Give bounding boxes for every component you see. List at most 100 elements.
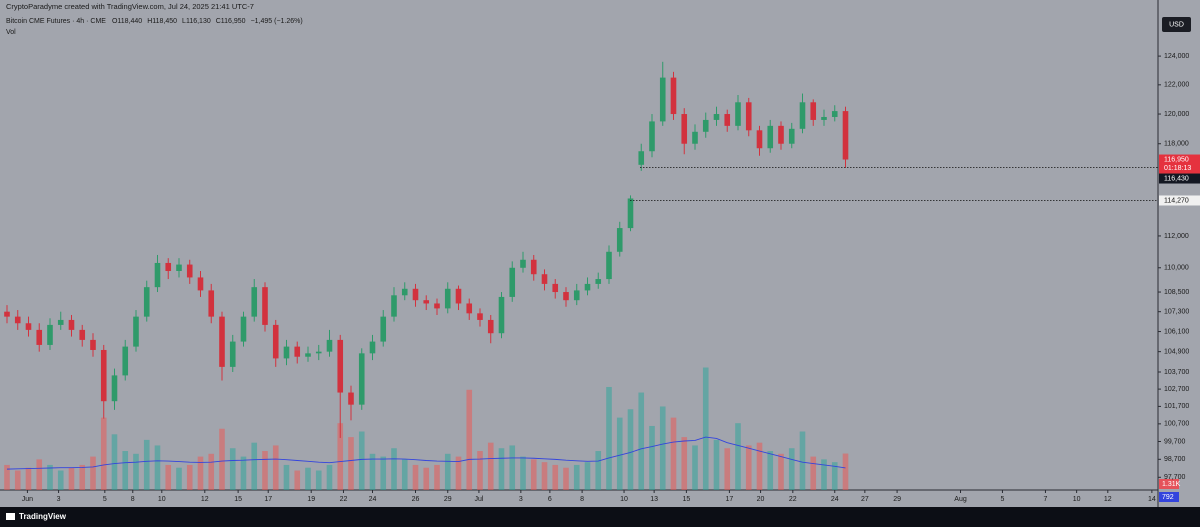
candle-body bbox=[25, 323, 32, 330]
volume-bar bbox=[219, 428, 225, 490]
volume-layer bbox=[4, 367, 849, 490]
candle-body bbox=[272, 324, 279, 359]
candle-body bbox=[412, 288, 419, 301]
candle-body bbox=[401, 288, 408, 296]
volume-bar bbox=[272, 445, 279, 490]
candle-body bbox=[821, 116, 827, 120]
x-tick-label: 22 bbox=[789, 496, 797, 503]
last-price-tag bbox=[1159, 154, 1200, 174]
footer-bar bbox=[0, 507, 1200, 527]
y-tick-label: 104,900 bbox=[1164, 349, 1189, 356]
candle-body bbox=[283, 346, 290, 359]
volume-bar bbox=[176, 467, 182, 490]
volume-bar bbox=[240, 456, 247, 490]
volume-bar bbox=[197, 456, 204, 490]
candle-body bbox=[767, 125, 774, 149]
candle-body bbox=[724, 114, 731, 126]
candle-body bbox=[262, 287, 268, 325]
volume-bar bbox=[756, 442, 763, 490]
volume-bar bbox=[133, 453, 139, 490]
price-tag-label: 116,430 bbox=[1164, 175, 1189, 182]
y-tick-label: 120,000 bbox=[1164, 111, 1189, 118]
candle-body bbox=[208, 290, 215, 317]
candle-body bbox=[122, 346, 129, 376]
candle-body bbox=[627, 198, 634, 229]
volume-bar bbox=[122, 451, 129, 490]
volume-bar bbox=[541, 462, 548, 490]
volume-bar bbox=[595, 451, 602, 490]
candle-body bbox=[240, 316, 247, 342]
candle-body bbox=[670, 77, 677, 115]
candle-body bbox=[434, 303, 440, 309]
volume-bar bbox=[434, 464, 440, 490]
currency-button[interactable] bbox=[1162, 17, 1191, 32]
volume-bar bbox=[767, 451, 774, 490]
volume-bar bbox=[100, 417, 107, 490]
y-tick-label: 101,700 bbox=[1164, 403, 1189, 410]
candle-body bbox=[788, 128, 795, 144]
volume-bar bbox=[25, 467, 32, 490]
volume-bar bbox=[649, 425, 655, 490]
x-tick-label: 27 bbox=[861, 496, 869, 503]
candle-body bbox=[36, 329, 43, 345]
candle-body bbox=[563, 292, 569, 301]
candle-body bbox=[595, 279, 602, 284]
volume-bar bbox=[186, 464, 193, 490]
volume-bar bbox=[778, 453, 784, 490]
currency[interactable]: USD bbox=[1169, 21, 1184, 28]
volume-bar bbox=[315, 470, 322, 490]
volume-bar bbox=[692, 445, 698, 490]
candle-body bbox=[831, 111, 838, 117]
x-tick-label: 6 bbox=[548, 496, 552, 503]
y-tick-label: 107,300 bbox=[1164, 309, 1189, 316]
candle-body bbox=[487, 319, 494, 334]
candle-body bbox=[692, 131, 698, 144]
last-price-label: 116,950 bbox=[1164, 156, 1189, 163]
volume-bar bbox=[498, 448, 505, 490]
candle-body bbox=[584, 283, 591, 291]
candle-body bbox=[391, 295, 397, 317]
volume-tag bbox=[1159, 479, 1179, 489]
volume-bar bbox=[831, 462, 838, 490]
x-tick-label: 10 bbox=[158, 496, 166, 503]
volume-tag-label: 792 bbox=[1162, 494, 1174, 501]
volume-bar bbox=[724, 448, 731, 490]
volume-bar bbox=[90, 456, 96, 490]
volume-bar bbox=[735, 423, 741, 490]
volume-bar bbox=[165, 464, 172, 490]
y-tick-label: 99,700 bbox=[1164, 438, 1186, 445]
x-tick-label: 3 bbox=[519, 496, 523, 503]
x-tick-label: 5 bbox=[103, 496, 107, 503]
y-tick-label: 100,700 bbox=[1164, 421, 1189, 428]
y-tick-label: 110,000 bbox=[1164, 265, 1189, 272]
candle-body bbox=[380, 316, 387, 342]
candle-body bbox=[326, 339, 333, 352]
candle-body bbox=[14, 316, 21, 324]
countdown: 01:18:13 bbox=[1164, 165, 1191, 172]
candle-body bbox=[616, 228, 623, 252]
y-tick-label: 102,700 bbox=[1164, 386, 1189, 393]
credit: CryptoParadyme created with TradingView.… bbox=[6, 2, 254, 11]
candle-body bbox=[68, 319, 75, 330]
y-tick-label: 118,000 bbox=[1164, 141, 1189, 148]
candle-body bbox=[638, 151, 645, 165]
volume-bar bbox=[584, 462, 591, 490]
candle-body bbox=[541, 274, 548, 284]
volume-bar bbox=[36, 459, 43, 490]
candle-body bbox=[348, 392, 354, 405]
price-tag-label: 114,270 bbox=[1164, 197, 1189, 204]
volume-bar bbox=[702, 367, 709, 490]
volume-bar bbox=[47, 464, 53, 490]
symbol-title: Bitcoin CME Futures · 4h · CME bbox=[6, 18, 106, 25]
candle-body bbox=[466, 303, 473, 314]
candle-body bbox=[573, 290, 580, 301]
x-tick-label: Jun bbox=[22, 496, 33, 503]
volume-bar bbox=[369, 453, 376, 490]
volume-bar bbox=[348, 437, 354, 490]
candle-body bbox=[681, 114, 688, 144]
candle-body bbox=[552, 283, 559, 293]
y-tick-label: 112,000 bbox=[1164, 233, 1189, 240]
volume-bar bbox=[143, 439, 150, 490]
volume-bar bbox=[638, 392, 645, 490]
volume-label: Vol bbox=[6, 29, 16, 36]
